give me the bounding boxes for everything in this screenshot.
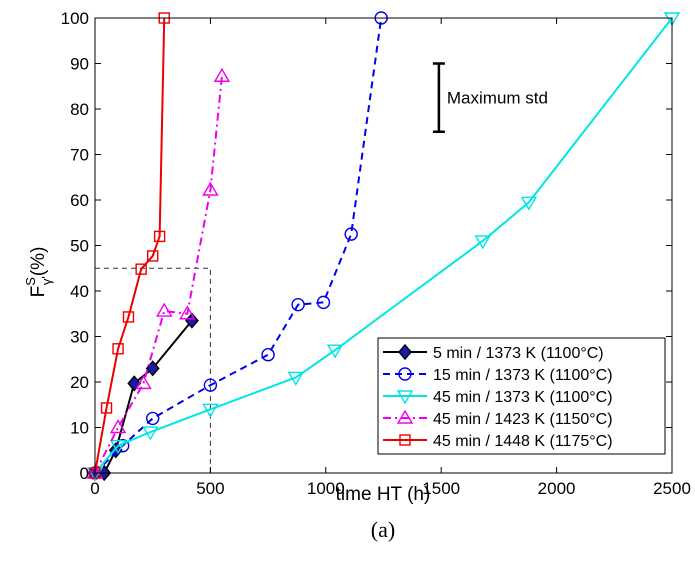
data-point-circle bbox=[115, 439, 130, 453]
reference-box-layer bbox=[95, 267, 211, 473]
std-label: Maximum std bbox=[447, 89, 548, 108]
series-2 bbox=[88, 11, 388, 480]
data-point-square bbox=[100, 402, 113, 414]
y-tick-label: 10 bbox=[70, 419, 89, 438]
y-tick-label: 30 bbox=[70, 328, 89, 347]
data-point-circle bbox=[261, 348, 275, 362]
y-tick-label: 0 bbox=[80, 464, 89, 483]
data-point-triangle-down bbox=[663, 12, 681, 27]
series-line bbox=[94, 17, 166, 474]
y-tick-label: 100 bbox=[61, 9, 89, 28]
legend-entry: 45 min / 1423 K (1150°C) bbox=[383, 409, 613, 428]
data-point-square bbox=[112, 343, 124, 355]
data-point-circle bbox=[316, 295, 331, 310]
x-tick-label: 500 bbox=[196, 479, 224, 498]
series-4 bbox=[86, 67, 231, 479]
data-point-square bbox=[146, 250, 159, 262]
y-axis-label-rest: (%) bbox=[28, 247, 49, 277]
data-point-triangle-up bbox=[135, 374, 152, 390]
data-point-diamond bbox=[398, 343, 412, 361]
y-tick-label: 90 bbox=[70, 55, 89, 74]
reference-box bbox=[95, 267, 211, 473]
data-point-square bbox=[135, 263, 147, 275]
data-point-triangle-up bbox=[213, 67, 231, 82]
legend-entry: 5 min / 1373 K (1100°C) bbox=[383, 343, 604, 362]
series-3 bbox=[86, 12, 681, 482]
y-axis-label-sup: S bbox=[23, 277, 38, 286]
data-point-triangle-down bbox=[142, 426, 159, 441]
annotation-layer: Maximum std bbox=[432, 62, 548, 133]
y-axis-label: FSγ'(%) bbox=[23, 247, 54, 298]
x-tick-label: 0 bbox=[90, 479, 99, 498]
y-tick-label: 70 bbox=[70, 146, 89, 165]
y-tick-label: 50 bbox=[70, 237, 89, 256]
data-point-square bbox=[122, 311, 135, 323]
x-tick-label: 2000 bbox=[538, 479, 576, 498]
data-point-triangle-down bbox=[109, 440, 127, 455]
data-point-triangle-down bbox=[326, 344, 344, 359]
data-point-triangle-down bbox=[396, 390, 414, 405]
data-point-diamond bbox=[108, 442, 123, 459]
y-tick-label: 80 bbox=[70, 100, 89, 119]
series-layer bbox=[86, 11, 681, 482]
data-point-triangle-down bbox=[202, 403, 219, 418]
data-point-triangle-up bbox=[396, 409, 414, 424]
legend-entry: 45 min / 1448 K (1175°C) bbox=[383, 433, 613, 450]
data-point-triangle-down bbox=[520, 196, 538, 211]
x-tick-label: 2500 bbox=[653, 479, 691, 498]
y-tick-label: 60 bbox=[70, 191, 89, 210]
data-point-circle bbox=[203, 378, 218, 392]
y-tick-label: 20 bbox=[70, 373, 89, 392]
data-point-triangle-down bbox=[474, 235, 491, 250]
data-point-square bbox=[399, 434, 411, 446]
data-point-circle bbox=[145, 411, 160, 426]
y-tick-label: 40 bbox=[70, 282, 89, 301]
series-line bbox=[94, 17, 383, 474]
series-line bbox=[94, 76, 223, 474]
y-axis-label-main: F bbox=[28, 286, 49, 298]
svg-text:FSγ'(%): FSγ'(%) bbox=[23, 247, 54, 298]
x-tick-label: 1000 bbox=[307, 479, 345, 498]
legend-label: 45 min / 1373 K (1100°C) bbox=[433, 389, 613, 406]
legend-entry: 45 min / 1373 K (1100°C) bbox=[383, 389, 613, 406]
data-point-triangle-up bbox=[156, 302, 173, 317]
legend-label: 45 min / 1423 K (1150°C) bbox=[433, 411, 613, 428]
x-axis-label: time HT (h) bbox=[336, 484, 431, 505]
data-point-triangle-down bbox=[287, 371, 305, 386]
data-point-circle bbox=[344, 227, 358, 241]
data-point-triangle-up bbox=[109, 419, 127, 434]
legend-label: 5 min / 1373 K (1100°C) bbox=[433, 345, 604, 362]
data-point-triangle-up bbox=[179, 305, 196, 320]
data-point-circle bbox=[291, 297, 305, 312]
legend-label: 15 min / 1373 K (1100°C) bbox=[433, 367, 613, 384]
axes-layer: 0 500 1000 1500 2000 2500 0 10 20 30 40 50 60 70 80 90 1… bbox=[61, 9, 691, 498]
subfigure-caption: (a) bbox=[371, 517, 395, 542]
data-point-triangle-up bbox=[202, 181, 219, 196]
legend-label: 45 min / 1448 K (1175°C) bbox=[433, 433, 613, 450]
y-axis-label-sub: γ' bbox=[39, 276, 54, 285]
legend: 5 min / 1373 K (1100°C) 15 min / 1373 K (… bbox=[377, 337, 666, 455]
data-point-circle bbox=[398, 367, 412, 381]
data-point-square bbox=[153, 230, 166, 243]
series-line bbox=[94, 17, 673, 474]
legend-entry: 15 min / 1373 K (1100°C) bbox=[383, 367, 613, 384]
x-tick-label: 1500 bbox=[422, 479, 460, 498]
series-1 bbox=[88, 312, 199, 482]
